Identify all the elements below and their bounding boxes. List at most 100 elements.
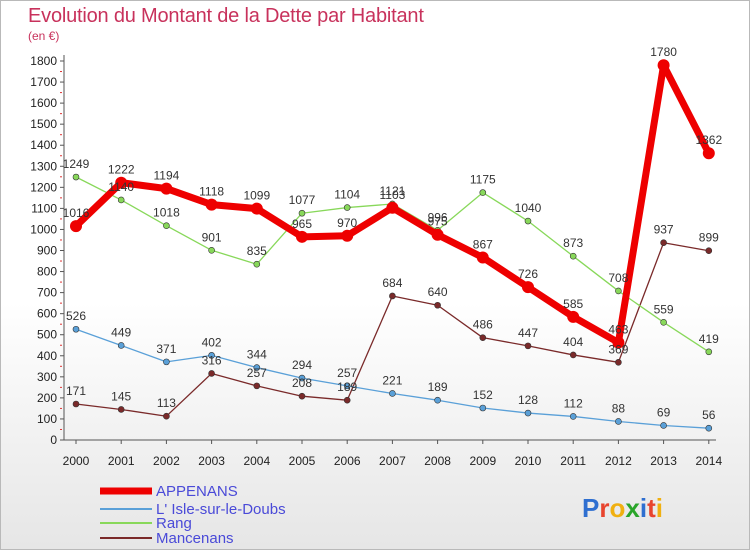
point-l-isle-sur-le-doubs xyxy=(660,422,667,429)
data-label-appenans: 1099 xyxy=(243,189,270,203)
point-l-isle-sur-le-doubs xyxy=(117,342,125,349)
point-appenans xyxy=(341,229,354,242)
legend-label-l-isle-sur-le-doubs: L' Isle-sur-le-Doubs xyxy=(156,501,286,518)
plot-area xyxy=(70,59,715,432)
point-mancenans xyxy=(660,239,667,247)
point-l-isle-sur-le-doubs xyxy=(343,382,351,390)
data-label-rang: 1040 xyxy=(515,201,542,215)
y-tick-label: 1800 xyxy=(30,54,57,68)
data-label-appenans: 1103 xyxy=(379,188,405,202)
y-tick-label: 1100 xyxy=(31,201,57,215)
point-l-isle-sur-le-doubs xyxy=(705,424,713,432)
point-mancenans xyxy=(343,396,351,404)
point-l-isle-sur-le-doubs xyxy=(479,404,487,412)
data-label-l-isle-sur-le-doubs: 152 xyxy=(473,388,493,402)
point-l-isle-sur-le-doubs xyxy=(389,390,396,397)
x-tick-label: 2009 xyxy=(469,454,496,468)
data-label-rang: 708 xyxy=(608,271,628,285)
data-label-appenans: 1118 xyxy=(199,185,224,199)
point-mancenans xyxy=(117,406,125,413)
data-label-rang: 1104 xyxy=(334,188,360,202)
x-tick-label: 2006 xyxy=(334,454,361,468)
logo-letter: r xyxy=(599,493,609,523)
data-label-rang: 873 xyxy=(563,236,583,250)
y-tick-label: 1300 xyxy=(30,159,57,173)
data-label-appenans: 463 xyxy=(608,323,628,337)
logo-letter: P xyxy=(582,493,599,523)
data-label-l-isle-sur-le-doubs: 128 xyxy=(518,393,538,407)
x-tick-label: 2005 xyxy=(289,454,316,468)
point-rang xyxy=(479,189,487,196)
proxiti-logo: Proxiti xyxy=(582,493,663,523)
data-label-rang: 835 xyxy=(247,244,267,258)
data-label-l-isle-sur-le-doubs: 221 xyxy=(382,373,402,387)
data-label-rang: 901 xyxy=(202,230,222,244)
data-label-appenans: 585 xyxy=(563,297,583,311)
point-l-isle-sur-le-doubs xyxy=(524,409,532,417)
x-tick-label: 2010 xyxy=(515,454,542,468)
data-label-appenans: 1222 xyxy=(108,163,135,177)
data-label-mancenans: 208 xyxy=(292,376,312,390)
point-mancenans xyxy=(163,412,170,420)
x-tick-label: 2001 xyxy=(108,454,135,468)
point-appenans xyxy=(70,220,82,233)
legend-label-mancenans: Mancenans xyxy=(156,530,234,547)
data-label-mancenans: 316 xyxy=(202,353,222,367)
y-tick-label: 400 xyxy=(37,349,57,363)
data-label-appenans: 1362 xyxy=(695,133,722,147)
data-label-l-isle-sur-le-doubs: 56 xyxy=(702,408,716,422)
x-tick-label: 2008 xyxy=(424,454,451,468)
data-label-mancenans: 937 xyxy=(654,223,674,237)
data-label-rang: 1018 xyxy=(153,206,180,220)
data-label-appenans: 1780 xyxy=(650,45,677,59)
y-tick-label: 300 xyxy=(37,370,57,384)
point-mancenans xyxy=(705,247,713,255)
y-tick-label: 500 xyxy=(37,328,57,342)
point-appenans xyxy=(522,281,534,294)
data-label-rang: 1077 xyxy=(289,193,316,207)
data-label-appenans: 975 xyxy=(428,215,448,229)
data-label-mancenans: 113 xyxy=(157,396,176,410)
data-label-mancenans: 447 xyxy=(518,326,538,340)
x-tick-label: 2007 xyxy=(379,454,406,468)
data-label-rang: 996 xyxy=(428,210,448,224)
point-l-isle-sur-le-doubs xyxy=(615,418,622,425)
point-rang xyxy=(163,222,170,229)
y-tick-label: 200 xyxy=(37,391,57,405)
logo-letter: i xyxy=(640,493,647,523)
data-label-mancenans: 486 xyxy=(473,318,493,332)
point-mancenans xyxy=(253,382,261,390)
point-mancenans xyxy=(479,334,487,341)
x-tick-label: 2014 xyxy=(695,454,722,468)
data-labels: 171 145 113 316 257 208 189 684 640 486 447 404 369 9… xyxy=(63,45,723,422)
y-tick-label: 800 xyxy=(37,265,57,279)
logo-letter: o xyxy=(609,493,625,523)
legend-label-appenans: APPENANS xyxy=(156,483,238,500)
x-tick-label: 2003 xyxy=(198,454,225,468)
point-mancenans xyxy=(298,392,306,400)
data-label-mancenans: 899 xyxy=(699,231,719,245)
point-rang xyxy=(569,252,577,260)
data-label-mancenans: 404 xyxy=(563,335,583,349)
data-label-appenans: 970 xyxy=(337,216,357,230)
data-label-rang: 1249 xyxy=(63,157,90,171)
point-mancenans xyxy=(434,301,441,309)
data-label-l-isle-sur-le-doubs: 449 xyxy=(111,325,131,339)
point-l-isle-sur-le-doubs xyxy=(72,325,80,333)
data-label-rang: 419 xyxy=(699,332,719,346)
data-label-l-isle-sur-le-doubs: 402 xyxy=(202,335,222,349)
data-label-appenans: 965 xyxy=(292,217,312,231)
point-l-isle-sur-le-doubs xyxy=(569,413,577,420)
data-label-rang: 1121 xyxy=(379,184,405,198)
point-appenans xyxy=(612,336,625,349)
point-rang xyxy=(705,348,713,356)
data-label-rang: 559 xyxy=(654,302,674,316)
data-label-l-isle-sur-le-doubs: 112 xyxy=(564,396,583,410)
point-appenans xyxy=(250,202,263,215)
data-label-appenans: 867 xyxy=(473,237,493,251)
chart-unit: (en €) xyxy=(28,29,60,43)
point-mancenans xyxy=(569,351,577,359)
point-appenans xyxy=(702,147,715,160)
legend-label-rang: Rang xyxy=(156,515,192,532)
